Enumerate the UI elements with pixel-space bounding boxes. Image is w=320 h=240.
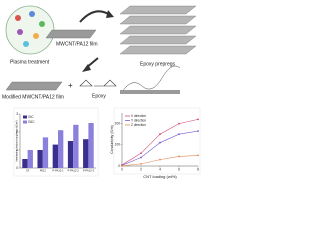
- y-axis-title: Interlaminar fracture toughness (kJ/m²): [16, 120, 19, 161]
- line: [121, 119, 199, 166]
- line: [121, 130, 199, 166]
- prepregs-label: Epoxy prepregs: [140, 61, 176, 67]
- film-label: MWCNT/PA12 film: [56, 41, 98, 47]
- bar: [67, 141, 74, 168]
- x-tick-label: CF: [26, 169, 30, 173]
- arrow-head: [106, 10, 114, 18]
- x-tick-label: P-PA12-1: [52, 169, 64, 173]
- bar: [27, 150, 33, 168]
- graphical-abstract: Plasma treatment MWCNT/PA12 film Epoxy p…: [2, 5, 201, 179]
- epoxide-icon: [79, 79, 117, 87]
- x-tick-label: PA12: [40, 169, 47, 173]
- epoxy-label: Epoxy: [92, 93, 106, 99]
- line: [121, 155, 199, 167]
- x-tick-label: 8: [197, 167, 199, 171]
- plus: +: [68, 81, 73, 90]
- legend-label: GIIC: [28, 120, 35, 124]
- x-tick-label: P-PA12-3: [83, 169, 95, 173]
- bar: [83, 139, 89, 168]
- line-panel: [113, 107, 201, 175]
- film-surface: [120, 90, 180, 94]
- bar: [37, 150, 43, 168]
- legend-swatch: [23, 115, 27, 119]
- y-tick-label: 2: [16, 130, 18, 134]
- bar: [58, 130, 64, 168]
- y-tick-label: 200: [115, 121, 121, 125]
- legend-label: Z direction: [131, 123, 146, 127]
- film: [45, 29, 97, 39]
- plasma-particles: [15, 11, 45, 47]
- arrow: [79, 10, 111, 23]
- y-tick-label: 3: [16, 112, 18, 116]
- x-tick-label: 2: [140, 167, 142, 171]
- bar-panel: [13, 107, 99, 177]
- legend-label: Y direction: [131, 118, 146, 122]
- bar: [52, 144, 58, 168]
- bar: [88, 123, 94, 168]
- modified-label: Modified MWCNT/PA12 film: [2, 94, 64, 100]
- chemical-structure: [121, 65, 181, 93]
- x-tick-label: 0: [121, 167, 123, 171]
- legend-label: GIC: [28, 115, 34, 119]
- x-axis-title: CNT loading (wt%): [143, 174, 177, 179]
- prepreg-stack: [119, 5, 197, 55]
- bar: [42, 137, 49, 168]
- arrow-head: [82, 64, 91, 72]
- x-tick-label: 4: [159, 167, 161, 171]
- bar: [22, 159, 28, 168]
- y-tick-label: 0: [16, 166, 18, 170]
- modified-film: [5, 81, 63, 91]
- bar: [73, 124, 79, 168]
- x-tick-label: 6: [178, 167, 180, 171]
- legend-swatch: [23, 120, 27, 124]
- y-tick-label: 1: [16, 148, 18, 152]
- y-tick-label: 0: [118, 164, 120, 168]
- y-axis-title: Conductivity (S/m): [110, 125, 114, 154]
- y-tick-label: 100: [115, 143, 121, 147]
- x-tick-label: P-PA12-2: [68, 169, 80, 173]
- legend-label: X direction: [131, 114, 146, 118]
- plasma-label: Plasma treatment: [10, 59, 50, 65]
